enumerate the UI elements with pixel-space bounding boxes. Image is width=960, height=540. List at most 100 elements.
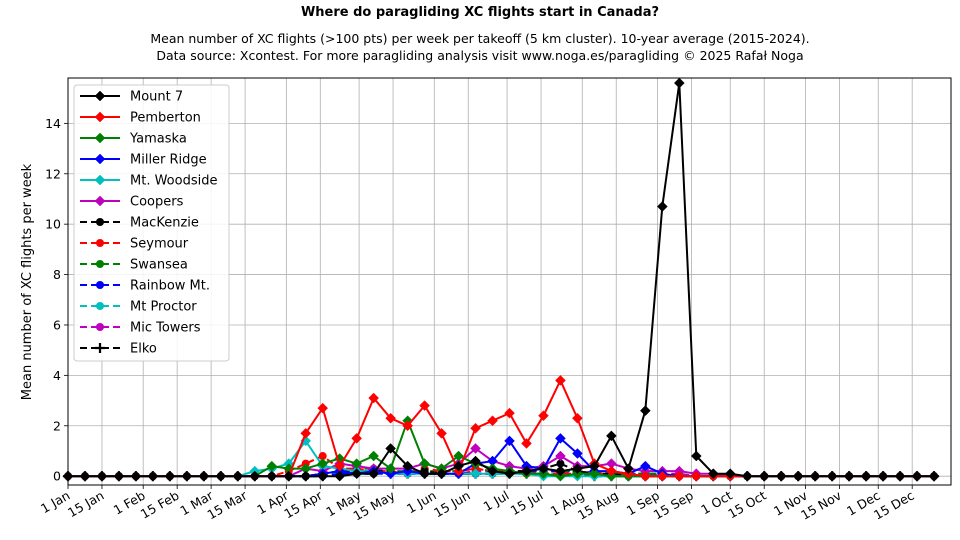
y-tick-label: 12 [45, 166, 61, 181]
data-point [656, 201, 668, 212]
data-point [673, 77, 685, 89]
data-point [147, 470, 159, 482]
data-point [741, 470, 753, 482]
y-tick-label: 2 [53, 418, 61, 433]
data-point [792, 470, 804, 482]
data-point [232, 470, 244, 482]
data-point [368, 468, 380, 480]
data-point [487, 415, 498, 427]
data-point [843, 470, 855, 482]
legend-label: Mt Proctor [130, 300, 197, 315]
legend-label: Mt. Woodside [130, 174, 217, 189]
legend-marker [96, 218, 104, 226]
data-point [555, 465, 566, 477]
data-point [470, 468, 481, 480]
legend-marker [94, 153, 106, 165]
x-tick-label: 15 Sep [651, 488, 696, 523]
legend-marker [94, 111, 106, 123]
legend-label: MacKenzie [130, 216, 199, 231]
data-point [419, 400, 430, 411]
legend-box [73, 84, 230, 362]
data-point [673, 470, 685, 482]
data-point [690, 450, 702, 462]
legend-label: Swansea [130, 258, 188, 273]
legend-marker [94, 195, 106, 207]
data-point [521, 438, 532, 449]
series-line [68, 379, 934, 478]
data-point [572, 463, 583, 474]
series-group [62, 77, 940, 482]
data-point [300, 427, 312, 439]
data-point [385, 463, 396, 474]
data-point [436, 468, 447, 480]
data-point [894, 470, 906, 482]
legend-label: Seymour [130, 237, 189, 252]
data-point [707, 468, 719, 480]
data-point [385, 412, 396, 424]
legend-marker [94, 90, 106, 102]
data-point [775, 470, 787, 482]
data-point [572, 448, 583, 459]
data-point [656, 470, 668, 482]
chart-subtitle-line-1: Mean number of XC flights (>100 pts) per… [150, 31, 809, 46]
x-tick-label: 15 Jan [65, 488, 106, 521]
legend-marker [96, 260, 104, 268]
legend-label: Miller Ridge [130, 153, 207, 168]
data-point [758, 470, 770, 482]
data-point [504, 468, 515, 480]
legend-label: Mic Towers [130, 321, 201, 336]
data-point [300, 470, 312, 482]
data-point [504, 407, 515, 419]
data-point [589, 468, 600, 480]
legend-marker [94, 174, 106, 186]
data-point [215, 470, 227, 482]
data-point [911, 470, 923, 482]
data-point [928, 470, 940, 482]
data-point [589, 460, 600, 472]
series-line [68, 419, 934, 478]
data-point [181, 470, 193, 482]
y-tick-label: 8 [53, 267, 61, 282]
data-point [318, 452, 327, 461]
data-point [470, 443, 481, 454]
data-point [877, 470, 889, 482]
data-point [860, 470, 872, 482]
data-point [351, 468, 363, 480]
series-group [62, 375, 940, 482]
x-tick-label: 15 Apr [281, 487, 325, 521]
data-point [164, 470, 176, 482]
y-tick-label: 0 [53, 469, 61, 484]
data-point [317, 402, 329, 414]
chart-subtitle-line-2: Data source: Xcontest. For more paraglid… [156, 48, 803, 63]
legend-marker [96, 323, 104, 331]
data-point [724, 468, 736, 480]
data-point [402, 460, 413, 472]
data-point [283, 470, 295, 482]
chart-title: Where do paragliding XC flights start in… [301, 5, 659, 20]
data-point [555, 450, 566, 462]
data-point [317, 470, 329, 482]
y-tick-label: 10 [45, 217, 61, 232]
y-axis-label: Mean number of XC flights per week [20, 163, 35, 400]
y-tick-label: 6 [53, 317, 61, 332]
data-point [470, 455, 481, 467]
series-group [62, 435, 940, 482]
data-point [809, 470, 821, 482]
data-point [606, 430, 617, 442]
data-point [690, 470, 702, 482]
data-point [639, 405, 651, 417]
data-point [487, 465, 498, 477]
legend-marker [96, 239, 104, 247]
data-point [470, 422, 481, 434]
data-point [96, 470, 108, 482]
data-point [419, 468, 430, 480]
data-point [368, 392, 380, 404]
legend-label: Pemberton [130, 111, 201, 126]
legend-label: Elko [130, 342, 157, 357]
y-tick-label: 4 [53, 368, 61, 383]
data-point [572, 412, 583, 424]
data-point [79, 470, 91, 482]
data-point [249, 470, 261, 482]
data-point [556, 459, 565, 468]
data-point [266, 470, 278, 482]
